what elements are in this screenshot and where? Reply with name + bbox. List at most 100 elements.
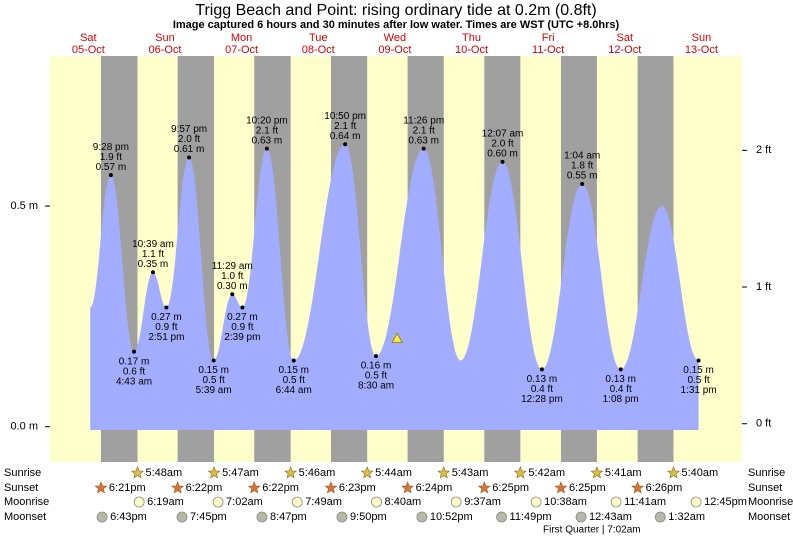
- sunrise-icon: [360, 466, 374, 479]
- tide-label: 2:51 pm: [148, 332, 184, 343]
- tide-label: 0.4 ft: [610, 384, 632, 395]
- sunrise-icon: [437, 466, 451, 479]
- chart-title: Trigg Beach and Point: rising ordinary t…: [195, 2, 596, 19]
- tide-label: 0.9 ft: [155, 322, 177, 333]
- tide-point: [696, 358, 701, 363]
- tide-point: [539, 367, 544, 372]
- moonset-time: 12:43am: [589, 511, 632, 523]
- moonrise-icon: [610, 496, 622, 508]
- moonrise-time: 7:49am: [305, 496, 342, 508]
- tide-label: 2:39 pm: [224, 332, 260, 343]
- moonset-icon: [496, 511, 507, 523]
- sunset-icon: [477, 481, 491, 494]
- moonrise-row-label: Moonrise: [748, 496, 793, 508]
- tide-label: 2.0 ft: [178, 134, 200, 145]
- tide-label: 0.5 ft: [365, 371, 387, 382]
- tide-label: 0.15 m: [683, 365, 714, 376]
- sunrise-time: 5:48am: [145, 467, 182, 479]
- tide-point: [211, 358, 216, 363]
- tide-label: 0.60 m: [487, 149, 518, 160]
- tide-point: [421, 146, 426, 151]
- tide-label: 0.13 m: [527, 374, 558, 385]
- moonrise-icon: [690, 496, 702, 508]
- y2-tick-label: 1 ft: [756, 281, 771, 293]
- sunset-icon: [171, 481, 185, 494]
- sunrise-time: 5:40am: [681, 467, 718, 479]
- weekday-label: Wed: [384, 32, 406, 44]
- date-label: 08-Oct: [302, 44, 335, 56]
- tide-label: 0.61 m: [174, 144, 205, 155]
- weekday-label: Thu: [462, 32, 481, 44]
- moonset-time: 8:47pm: [270, 511, 307, 523]
- moonrise-icon: [291, 496, 303, 508]
- tide-label: 2.1 ft: [256, 125, 278, 136]
- tide-label: 0.64 m: [330, 131, 361, 142]
- tide-area: [90, 144, 699, 430]
- tide-point: [187, 155, 192, 160]
- tide-label: 1.9 ft: [100, 152, 122, 163]
- tide-point: [580, 181, 585, 186]
- chart-subtitle: Image captured 6 hours and 30 minutes af…: [173, 19, 620, 31]
- weekday-label: Sun: [692, 32, 712, 44]
- sunrise-time: 5:41am: [605, 467, 642, 479]
- tide-label: 10:39 am: [132, 239, 174, 250]
- sunset-time: 6:24pm: [416, 482, 453, 494]
- tide-point: [164, 305, 169, 310]
- sunset-icon: [94, 481, 108, 494]
- tide-label: 1.1 ft: [142, 249, 164, 260]
- sunrise-icon: [131, 466, 144, 479]
- tide-label: 1:31 pm: [680, 385, 716, 396]
- sunset-icon: [401, 481, 415, 494]
- sunset-time: 6:23pm: [339, 482, 376, 494]
- tide-label: 0.13 m: [605, 374, 636, 385]
- sunrise-row-label: Sunrise: [4, 467, 41, 479]
- tide-point: [230, 292, 235, 297]
- sunrise-time: 5:47am: [222, 467, 259, 479]
- tide-label: 0.27 m: [151, 312, 182, 323]
- moonset-icon: [256, 511, 268, 523]
- tide-label: 8:30 am: [358, 381, 394, 392]
- moonrise-icon: [371, 496, 382, 508]
- tide-point: [374, 354, 379, 359]
- tide-point: [150, 270, 155, 275]
- tide-label: 6:44 am: [276, 385, 312, 396]
- tide-label: 10:50 pm: [324, 111, 366, 122]
- moonset-icon: [575, 511, 587, 523]
- moonset-icon: [96, 511, 108, 523]
- sunset-time: 6:26pm: [646, 482, 683, 494]
- moonrise-time: 6:19am: [147, 496, 184, 508]
- sunrise-icon: [513, 466, 527, 479]
- tide-label: 0.6 ft: [123, 366, 145, 377]
- date-label: 10-Oct: [455, 44, 488, 56]
- sunrise-icon: [667, 466, 680, 479]
- y-tick-label: 0.5 m: [10, 200, 38, 212]
- sunrise-icon: [207, 466, 221, 479]
- tide-point: [132, 349, 137, 354]
- y2-tick-label: 0 ft: [756, 418, 771, 430]
- moonset-icon: [654, 511, 666, 523]
- moonrise-time: 9:37am: [464, 496, 501, 508]
- tide-point: [240, 305, 245, 310]
- tide-label: 0.63 m: [252, 135, 283, 146]
- sunset-time: 6:25pm: [569, 482, 606, 494]
- weekday-label: Sat: [617, 32, 634, 44]
- sunrise-time: 5:46am: [299, 467, 336, 479]
- tide-label: 0.63 m: [408, 135, 439, 146]
- tide-point: [264, 146, 269, 151]
- moonset-icon: [336, 511, 348, 523]
- moonset-time: 11:49pm: [510, 511, 552, 523]
- sunset-row-label: Sunset: [748, 482, 782, 494]
- sunrise-icon: [590, 466, 604, 479]
- sunset-icon: [324, 481, 338, 494]
- moonset-row-label: Moonset: [748, 511, 790, 523]
- sunrise-row-label: Sunrise: [748, 467, 785, 479]
- tide-label: 10:20 pm: [246, 115, 288, 126]
- tide-label: 0.5 ft: [283, 375, 305, 386]
- moonset-time: 7:45pm: [190, 511, 227, 523]
- date-label: 06-Oct: [148, 44, 181, 56]
- moonrise-row-label: Moonrise: [4, 496, 49, 508]
- moonset-icon: [416, 511, 428, 523]
- tide-label: 2.1 ft: [334, 121, 356, 132]
- weekday-label: Tue: [309, 32, 328, 44]
